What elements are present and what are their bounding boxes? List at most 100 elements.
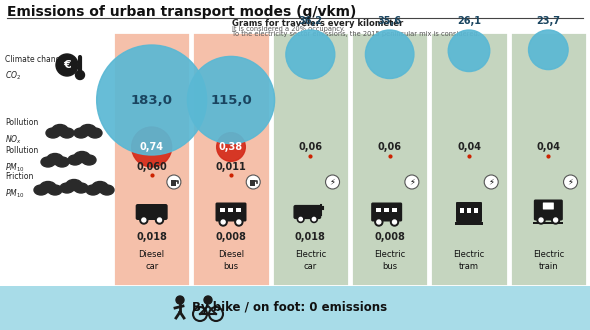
FancyBboxPatch shape xyxy=(376,208,381,212)
Text: $PM_{10}$: $PM_{10}$ xyxy=(5,187,25,200)
Circle shape xyxy=(158,218,162,222)
Ellipse shape xyxy=(46,128,60,138)
Circle shape xyxy=(553,218,558,222)
Circle shape xyxy=(246,175,260,189)
Text: ⚡: ⚡ xyxy=(489,178,494,186)
Circle shape xyxy=(312,217,316,221)
Ellipse shape xyxy=(82,155,96,165)
FancyBboxPatch shape xyxy=(192,32,270,286)
FancyBboxPatch shape xyxy=(299,205,316,215)
Ellipse shape xyxy=(34,185,48,195)
FancyBboxPatch shape xyxy=(236,208,241,212)
Circle shape xyxy=(529,30,568,70)
Circle shape xyxy=(326,175,340,189)
Ellipse shape xyxy=(86,185,100,195)
Circle shape xyxy=(297,216,304,222)
Text: ⚡: ⚡ xyxy=(409,178,415,186)
FancyBboxPatch shape xyxy=(543,203,554,210)
Text: 0,38: 0,38 xyxy=(219,142,243,152)
Text: Diesel
bus: Diesel bus xyxy=(218,250,244,271)
FancyBboxPatch shape xyxy=(228,208,233,212)
Ellipse shape xyxy=(60,183,74,193)
FancyBboxPatch shape xyxy=(392,208,396,212)
FancyBboxPatch shape xyxy=(371,203,402,221)
FancyBboxPatch shape xyxy=(136,204,168,220)
Circle shape xyxy=(219,218,227,226)
FancyBboxPatch shape xyxy=(271,32,349,286)
Circle shape xyxy=(221,220,225,224)
Circle shape xyxy=(365,30,414,79)
Circle shape xyxy=(56,54,78,76)
FancyBboxPatch shape xyxy=(351,32,428,286)
Ellipse shape xyxy=(48,185,62,195)
Text: $CO_2$: $CO_2$ xyxy=(5,70,21,82)
Circle shape xyxy=(299,217,302,221)
Text: Climate change: Climate change xyxy=(5,55,65,64)
Circle shape xyxy=(76,71,84,80)
Text: Diesel
car: Diesel car xyxy=(139,250,165,271)
Text: 0,011: 0,011 xyxy=(215,162,247,172)
FancyBboxPatch shape xyxy=(384,208,389,212)
Ellipse shape xyxy=(92,182,108,192)
Circle shape xyxy=(188,56,274,144)
FancyBboxPatch shape xyxy=(171,180,176,185)
Text: 23,7: 23,7 xyxy=(536,16,560,26)
Text: 0,04: 0,04 xyxy=(536,142,560,152)
Text: 0,008: 0,008 xyxy=(215,232,247,242)
Circle shape xyxy=(176,296,184,304)
Text: Electric
car: Electric car xyxy=(295,250,326,271)
FancyBboxPatch shape xyxy=(467,208,470,213)
Text: 35,6: 35,6 xyxy=(378,16,402,26)
FancyBboxPatch shape xyxy=(250,180,255,185)
Text: Grams for travelers every kilometer: Grams for travelers every kilometer xyxy=(232,19,403,28)
Text: $PM_{10}$: $PM_{10}$ xyxy=(5,161,25,174)
Circle shape xyxy=(537,216,545,224)
Ellipse shape xyxy=(88,128,102,138)
Circle shape xyxy=(539,218,543,222)
FancyBboxPatch shape xyxy=(534,200,563,220)
Text: 183,0: 183,0 xyxy=(130,93,173,107)
FancyBboxPatch shape xyxy=(220,208,225,212)
Ellipse shape xyxy=(55,157,69,167)
Text: 36,2: 36,2 xyxy=(299,16,322,26)
Text: 0,06: 0,06 xyxy=(378,142,402,152)
Text: 0,04: 0,04 xyxy=(457,142,481,152)
Ellipse shape xyxy=(74,151,90,162)
FancyBboxPatch shape xyxy=(0,286,590,330)
Ellipse shape xyxy=(60,128,74,138)
Text: Pollution: Pollution xyxy=(5,118,38,127)
Circle shape xyxy=(552,216,559,224)
Text: 0,74: 0,74 xyxy=(140,142,163,152)
Ellipse shape xyxy=(41,157,55,167)
Ellipse shape xyxy=(100,185,114,195)
Circle shape xyxy=(217,133,245,161)
Text: It is considered a 20% occupancy.: It is considered a 20% occupancy. xyxy=(232,26,345,32)
Ellipse shape xyxy=(80,124,96,136)
FancyBboxPatch shape xyxy=(455,222,483,225)
Ellipse shape xyxy=(66,180,82,190)
Ellipse shape xyxy=(74,128,88,138)
Text: 0,060: 0,060 xyxy=(136,162,167,172)
Text: 115,0: 115,0 xyxy=(210,93,252,107)
Circle shape xyxy=(391,218,398,226)
Text: $NO_x$: $NO_x$ xyxy=(5,133,22,146)
Text: Electric
tram: Electric tram xyxy=(453,250,484,271)
Circle shape xyxy=(310,216,317,222)
FancyBboxPatch shape xyxy=(215,203,247,221)
Circle shape xyxy=(235,218,243,226)
Circle shape xyxy=(97,45,206,155)
FancyBboxPatch shape xyxy=(113,32,191,286)
Text: Pollution: Pollution xyxy=(5,146,38,155)
Circle shape xyxy=(286,30,335,79)
FancyBboxPatch shape xyxy=(142,205,161,216)
Ellipse shape xyxy=(68,155,82,165)
Ellipse shape xyxy=(47,153,63,164)
FancyBboxPatch shape xyxy=(474,208,477,213)
Circle shape xyxy=(167,175,181,189)
Circle shape xyxy=(563,175,578,189)
Text: 0,018: 0,018 xyxy=(295,232,326,242)
Text: 0,06: 0,06 xyxy=(299,142,322,152)
FancyBboxPatch shape xyxy=(460,208,464,213)
Text: To the electricity sector emissions, the 2015 peninsular mix is considered.: To the electricity sector emissions, the… xyxy=(232,31,480,37)
Text: Friction: Friction xyxy=(5,172,34,181)
